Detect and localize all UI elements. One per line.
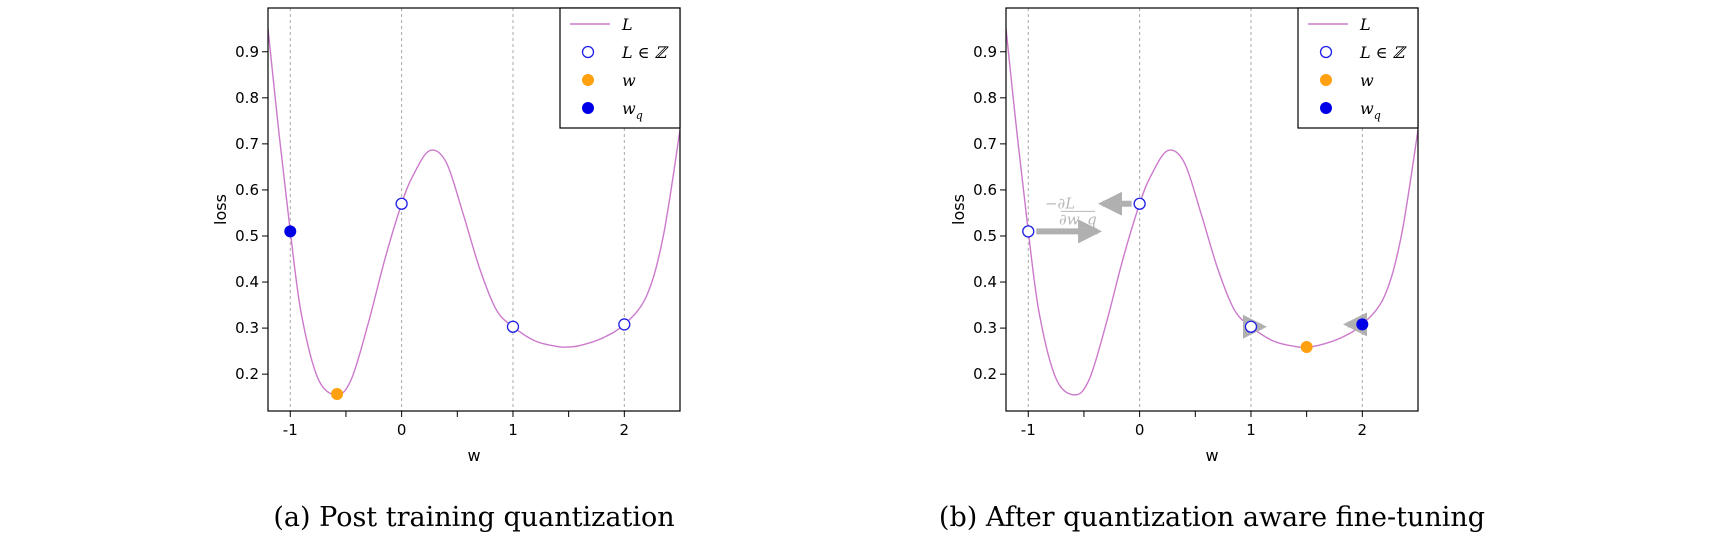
x-tick-label: -1 — [1021, 421, 1036, 439]
x-tick-label: 1 — [508, 421, 518, 439]
panel-a: -1 0 1 2 0.2 0.3 0.4 0.5 0.6 0.7 0.8 0.9 w loss L L ∈ ℤ… — [211, 7, 681, 533]
gradient-label: −∂L — [1045, 194, 1075, 212]
integer-point-marker — [1244, 320, 1258, 333]
wq-point-marker — [284, 225, 297, 238]
x-axis-label: w — [1205, 446, 1218, 465]
y-axis-label: loss — [949, 194, 968, 225]
y-tick-label: 0.9 — [235, 43, 259, 61]
integer-point-marker — [506, 320, 520, 333]
y-tick-label: 0.3 — [973, 319, 997, 337]
wq-point-marker — [1356, 318, 1369, 331]
legend-label: L ∈ ℤ — [1359, 43, 1407, 62]
panel-caption: (b) After quantization aware fine-tuning — [939, 502, 1485, 533]
y-tick-label: 0.7 — [235, 135, 259, 153]
y-axis-label: loss — [211, 194, 230, 225]
panel-caption: (a) Post training quantization — [273, 502, 674, 533]
loss-curve — [1006, 28, 1418, 396]
y-tick-label: 0.2 — [235, 365, 259, 383]
y-tick-label: 0.8 — [973, 89, 997, 107]
integer-point-marker — [1133, 197, 1146, 210]
legend-open-circle-swatch — [581, 45, 595, 59]
y-tick-label: 0.5 — [973, 227, 997, 245]
x-tick-label: 2 — [620, 421, 630, 439]
x-axis-label: w — [467, 446, 480, 465]
x-tick-label: -1 — [283, 421, 298, 439]
y-tick-label: 0.9 — [973, 43, 997, 61]
legend-box — [559, 7, 681, 129]
y-tick-label: 0.2 — [973, 365, 997, 383]
y-tick-label: 0.4 — [973, 273, 997, 291]
panel-b: −∂L∂w_q -1 0 1 2 0.2 0.3 0.4 0.5 0.6 0.7 0.8 0.9 w los… — [939, 7, 1485, 533]
legend-wq-swatch — [1320, 102, 1332, 114]
legend-w-swatch — [582, 74, 594, 86]
legend-label: L ∈ ℤ — [621, 43, 669, 62]
y-tick-label: 0.7 — [973, 135, 997, 153]
x-tick-label: 0 — [397, 421, 407, 439]
w-point-marker — [331, 387, 344, 400]
legend-open-circle-swatch — [1319, 45, 1333, 59]
y-tick-label: 0.8 — [235, 89, 259, 107]
legend-box — [1297, 7, 1419, 129]
x-tick-label: 1 — [1246, 421, 1256, 439]
legend-label: w — [622, 71, 636, 90]
integer-point-marker — [618, 318, 631, 331]
x-tick-label: 0 — [1135, 421, 1145, 439]
plot-frame — [267, 7, 681, 412]
integer-point-marker — [1022, 225, 1035, 238]
plot-frame — [1005, 7, 1419, 412]
legend-wq-swatch — [582, 102, 594, 114]
x-tick-label: 2 — [1358, 421, 1368, 439]
y-tick-label: 0.6 — [973, 181, 997, 199]
legend-label-subscript: q — [1374, 109, 1381, 122]
y-tick-label: 0.6 — [235, 181, 259, 199]
gradient-label-denominator: ∂w_q — [1059, 210, 1097, 228]
legend-label: L — [1359, 15, 1371, 34]
legend-label: L — [621, 15, 633, 34]
y-tick-label: 0.3 — [235, 319, 259, 337]
integer-point-marker — [395, 197, 408, 210]
loss-curve — [268, 28, 680, 396]
legend-w-swatch — [1320, 74, 1332, 86]
legend-label: w — [1360, 71, 1374, 90]
w-point-marker — [1300, 340, 1313, 353]
y-tick-label: 0.5 — [235, 227, 259, 245]
legend-label-subscript: q — [636, 109, 643, 122]
y-tick-label: 0.4 — [235, 273, 259, 291]
